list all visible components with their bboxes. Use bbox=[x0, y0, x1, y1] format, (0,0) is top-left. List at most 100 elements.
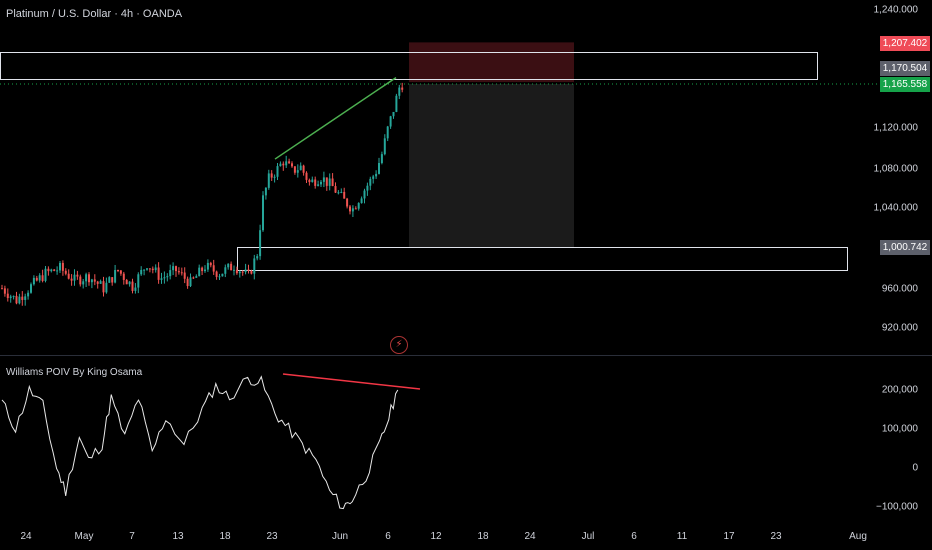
candle-body bbox=[293, 166, 296, 173]
candle-body bbox=[44, 268, 47, 281]
candle-body bbox=[122, 273, 125, 280]
candle-body bbox=[175, 266, 177, 272]
candle-body bbox=[12, 295, 15, 297]
candle-body bbox=[218, 276, 221, 278]
indicator-title: Williams POIV By King Osama bbox=[6, 367, 143, 378]
candle-body bbox=[334, 186, 337, 193]
time-tick: 13 bbox=[172, 531, 184, 542]
candle-body bbox=[166, 276, 169, 278]
candle-body bbox=[32, 277, 35, 285]
candle-body bbox=[201, 267, 204, 272]
candle-body bbox=[264, 187, 267, 196]
last-price-label: 1,165.558 bbox=[880, 77, 930, 92]
candle-body bbox=[302, 165, 305, 173]
candle-body bbox=[148, 268, 151, 270]
stop-loss-zone bbox=[409, 42, 574, 83]
candle-body bbox=[79, 276, 82, 285]
time-tick: 23 bbox=[266, 531, 278, 542]
indicator-tick: −100,000 bbox=[876, 501, 918, 513]
support-box bbox=[237, 247, 848, 271]
candle-body bbox=[183, 272, 186, 279]
candle-body bbox=[238, 271, 241, 274]
candle-body bbox=[230, 263, 233, 271]
candle-body bbox=[288, 161, 291, 164]
candle-body bbox=[157, 267, 160, 280]
candle-body bbox=[380, 154, 383, 164]
candle-body bbox=[64, 270, 67, 274]
candle-body bbox=[363, 190, 366, 199]
candle-body bbox=[70, 278, 73, 281]
candle-body bbox=[140, 269, 143, 275]
candle-body bbox=[24, 296, 27, 300]
candle-body bbox=[131, 281, 134, 291]
candle-body bbox=[125, 279, 128, 285]
candle-body bbox=[291, 163, 293, 167]
price-tick: 1,080.000 bbox=[873, 163, 919, 175]
candle-body bbox=[192, 277, 195, 279]
price-tick: 920.000 bbox=[881, 322, 918, 334]
candle-body bbox=[160, 278, 163, 280]
candle-body bbox=[209, 262, 212, 266]
candle-body bbox=[27, 292, 30, 297]
time-tick: 18 bbox=[477, 531, 489, 542]
level-price-label: 1,170.504 bbox=[880, 61, 930, 76]
candle-body bbox=[3, 288, 6, 294]
time-tick: 17 bbox=[723, 531, 735, 542]
candle-body bbox=[163, 277, 166, 279]
candle-body bbox=[311, 179, 314, 183]
stop-price-label: 1,207.402 bbox=[880, 36, 930, 51]
candle-body bbox=[146, 268, 148, 270]
time-tick: 12 bbox=[430, 531, 442, 542]
candle-body bbox=[244, 269, 247, 273]
candle-body bbox=[56, 270, 59, 272]
candle-body bbox=[119, 270, 122, 274]
level-price-label: 1,000.742 bbox=[880, 240, 930, 255]
candle-body bbox=[343, 191, 346, 199]
candle-body bbox=[93, 279, 96, 282]
candle-body bbox=[195, 276, 198, 278]
candle-body bbox=[325, 177, 328, 186]
price-tick: 960.000 bbox=[881, 283, 918, 295]
candle-body bbox=[233, 269, 235, 271]
candle-body bbox=[241, 271, 244, 273]
candle-body bbox=[117, 269, 119, 271]
candle-body bbox=[50, 269, 53, 272]
candle-body bbox=[401, 87, 404, 90]
symbol-title: Platinum / U.S. Dollar · 4h · OANDA bbox=[6, 8, 183, 20]
price-tick: 1,240.000 bbox=[873, 4, 919, 16]
candle-body bbox=[102, 281, 105, 293]
candle-body bbox=[41, 275, 44, 281]
candle-body bbox=[1, 288, 3, 290]
candle-body bbox=[375, 173, 378, 177]
candle-body bbox=[395, 95, 398, 112]
candle-body bbox=[61, 262, 64, 271]
candle-body bbox=[305, 172, 308, 180]
candle-body bbox=[172, 266, 175, 271]
candle-body bbox=[59, 262, 61, 271]
time-tick: Jul bbox=[581, 531, 595, 542]
candle-body bbox=[114, 269, 117, 283]
candle-body bbox=[337, 192, 340, 194]
time-tick: Aug bbox=[849, 531, 867, 542]
time-tick: 23 bbox=[770, 531, 782, 542]
candle-body bbox=[99, 281, 102, 284]
indicator-tick: 0 bbox=[912, 462, 918, 474]
candle-body bbox=[235, 269, 238, 274]
lightning-icon[interactable]: ⚡ bbox=[390, 336, 408, 354]
candle-body bbox=[392, 111, 395, 117]
candle-body bbox=[82, 281, 85, 285]
candle-body bbox=[276, 166, 279, 177]
candle-body bbox=[253, 258, 256, 274]
candle-body bbox=[198, 267, 201, 277]
candle-body bbox=[346, 198, 349, 207]
candle-body bbox=[21, 296, 24, 300]
time-tick: 7 bbox=[129, 531, 135, 542]
resistance-box bbox=[0, 52, 818, 80]
time-tick: 6 bbox=[631, 531, 637, 542]
candle-body bbox=[351, 208, 354, 212]
candle-body bbox=[279, 163, 282, 167]
candle-body bbox=[250, 271, 253, 274]
candle-body bbox=[128, 281, 131, 285]
candle-body bbox=[383, 138, 386, 155]
